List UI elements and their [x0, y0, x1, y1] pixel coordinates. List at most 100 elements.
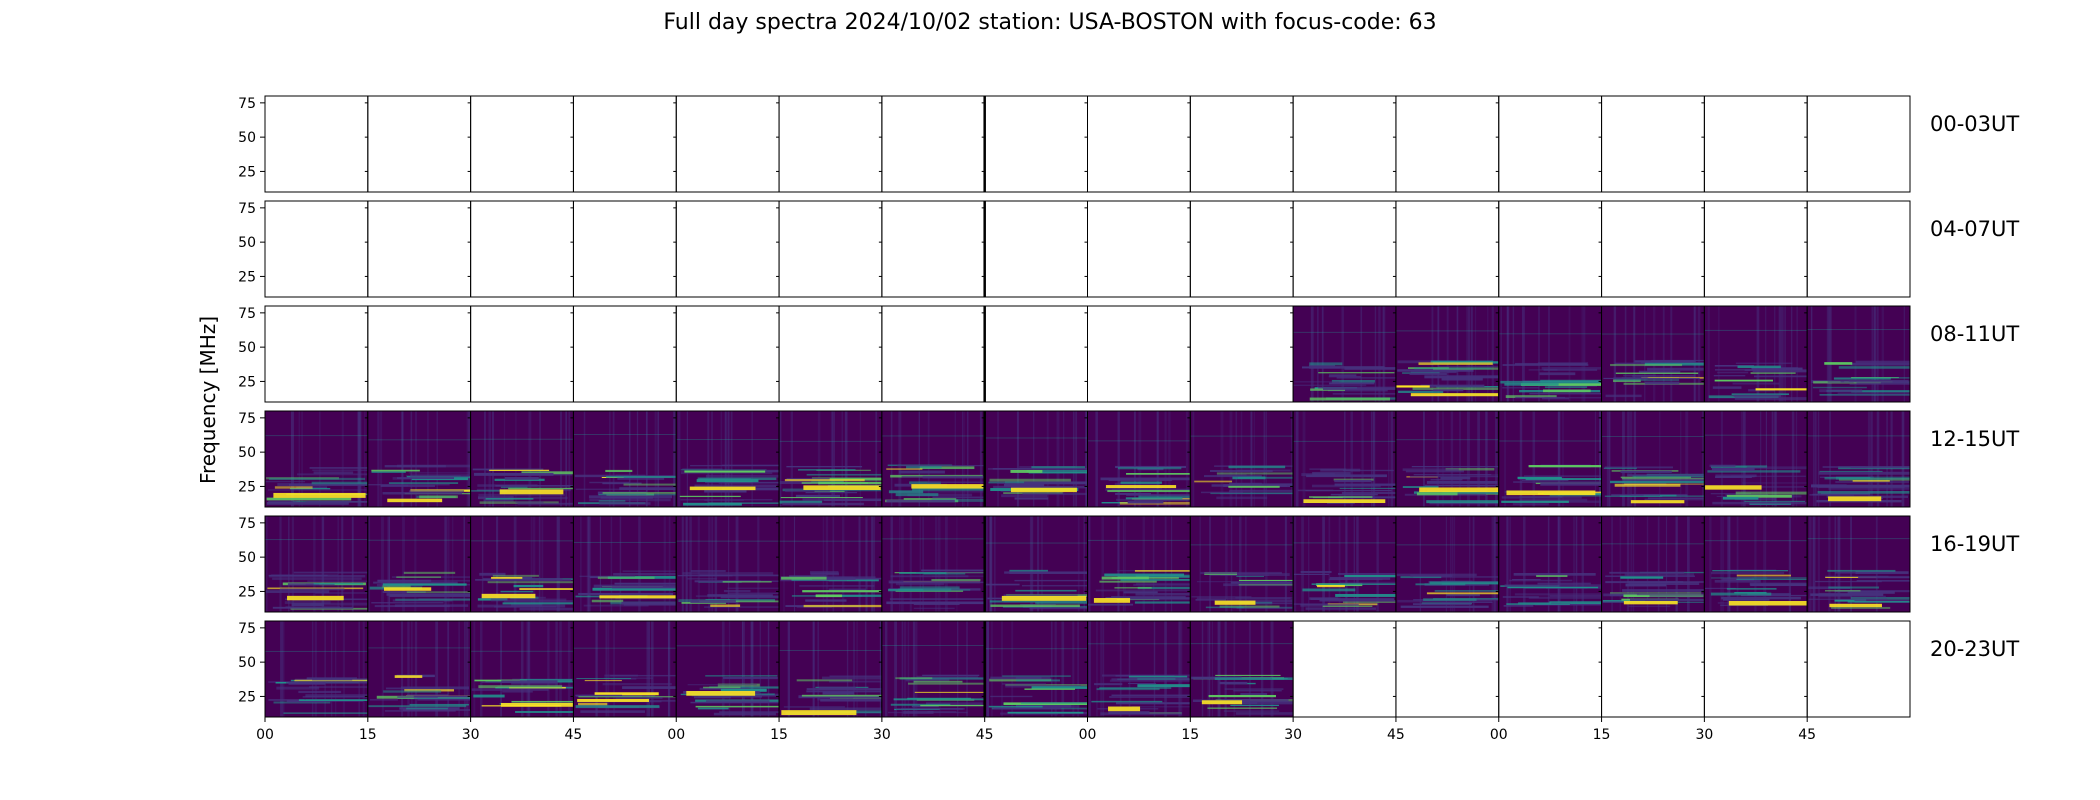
panel-r0-c0: [264, 95, 369, 193]
spectrum-heatmap: [1807, 306, 1910, 402]
panel-r5-c12: [1495, 620, 1603, 718]
x-tick-label: 15: [1181, 727, 1199, 743]
row-label: 08-11UT: [1930, 322, 2019, 346]
x-tick-label: 45: [1387, 727, 1405, 743]
panel-r5-c4: [673, 620, 780, 718]
panel-r1-c11: [1392, 200, 1500, 298]
panel-r2-c6: [878, 305, 986, 403]
y-tick-label: 75: [238, 621, 256, 637]
panel-r2-c12: [1495, 305, 1603, 403]
panel-r2-c5: [776, 305, 883, 403]
panel-r4-c5: [776, 515, 883, 613]
spectrum-heatmap: [676, 411, 780, 507]
panel-r5-c11: [1392, 620, 1500, 718]
panel-r2-c8: [1084, 305, 1191, 403]
panel-r4-c12: [1495, 515, 1603, 613]
panel-r1-c3: [570, 200, 677, 298]
panel-r2-c2: [467, 305, 574, 403]
panel-r3-c7: [981, 410, 1088, 508]
panel-r4-c3: [570, 515, 677, 613]
y-tick-label: 25: [238, 479, 256, 495]
panel-r1-c15: [1804, 200, 1911, 298]
panel-r4-c1: [364, 515, 472, 613]
panel-r2-c4: [673, 305, 780, 403]
panel-r5-c7: [981, 620, 1088, 718]
panel-r2-c3: [570, 305, 677, 403]
x-tick-label: 00: [1490, 727, 1508, 743]
spectrum-heatmap: [1190, 516, 1294, 612]
y-tick-label: 75: [238, 96, 256, 112]
panel-r0-c7: [981, 95, 1088, 193]
panel-r0-c6: [878, 95, 986, 193]
x-tick-label: 15: [1593, 727, 1611, 743]
panel-r3-c12: [1495, 410, 1603, 508]
x-tick-label: 30: [1695, 727, 1713, 743]
y-tick-label: 75: [238, 201, 256, 217]
panel-r1-c7: [981, 200, 1088, 298]
panel-r1-c5: [776, 200, 883, 298]
panel-r5-c6: [878, 620, 986, 718]
chart-title: Full day spectra 2024/10/02 station: USA…: [663, 10, 1437, 35]
spectrum-heatmap: [1293, 306, 1396, 402]
panel-r1-c10: [1290, 200, 1397, 298]
panel-r4-c4: [673, 515, 780, 613]
panel-r0-c14: [1701, 95, 1808, 193]
panel-r3-c15: [1804, 410, 1911, 508]
x-tick-label: 00: [256, 727, 274, 743]
panel-r5-c3: [570, 620, 677, 718]
row-label: 04-07UT: [1930, 217, 2019, 241]
spectrum-heatmap: [1807, 411, 1910, 507]
panel-r0-c15: [1804, 95, 1911, 193]
panel-r0-c13: [1598, 95, 1705, 193]
panel-r2-c1: [364, 305, 472, 403]
panel-r5-c8: [1084, 620, 1191, 718]
panel-r3-c10: [1290, 410, 1397, 508]
panel-r4-c2: [467, 515, 574, 613]
panel-r1-c4: [673, 200, 780, 298]
spectrum-heatmap: [1704, 411, 1808, 507]
panel-r0-c4: [673, 95, 780, 193]
panel-r1-c1: [364, 200, 472, 298]
y-tick-label: 75: [238, 306, 256, 322]
panel-r2-c11: [1392, 305, 1500, 403]
spectrum-heatmap: [984, 621, 1088, 717]
panel-r1-c2: [467, 200, 574, 298]
panel-r1-c8: [1084, 200, 1191, 298]
panel-r3-c6: [878, 410, 986, 508]
panel-r4-c14: [1701, 515, 1808, 613]
panel-r1-c13: [1598, 200, 1705, 298]
y-tick-label: 25: [238, 584, 256, 600]
y-tick-label: 50: [238, 550, 256, 566]
x-tick-label: 45: [565, 727, 583, 743]
panel-r3-c2: [467, 410, 574, 508]
x-tick-label: 00: [667, 727, 685, 743]
panel-r3-c8: [1084, 410, 1191, 508]
row-label: 12-15UT: [1930, 427, 2019, 451]
spectrum-heatmap: [881, 621, 985, 717]
panel-r4-c10: [1290, 515, 1397, 613]
panel-r1-c6: [878, 200, 986, 298]
panel-r4-c13: [1598, 515, 1705, 613]
y-tick-label: 75: [238, 411, 256, 427]
panel-r2-c14: [1701, 305, 1808, 403]
panel-r0-c9: [1187, 95, 1294, 193]
panel-r3-c5: [776, 410, 883, 508]
spectrum-heatmap: [265, 411, 368, 507]
x-tick-label: 15: [770, 727, 788, 743]
y-tick-label: 50: [238, 130, 256, 146]
panel-r3-c4: [673, 410, 780, 508]
panel-r4-c15: [1804, 515, 1911, 613]
x-tick-label: 30: [873, 727, 891, 743]
panel-r0-c12: [1495, 95, 1603, 193]
panel-r0-c5: [776, 95, 883, 193]
panel-r5-c15: [1804, 620, 1911, 718]
panel-r4-c7: [981, 515, 1088, 613]
spectrum-heatmap: [881, 516, 985, 612]
panel-r2-c9: [1187, 305, 1294, 403]
panel-r0-c2: [467, 95, 574, 193]
y-tick-label: 50: [238, 655, 256, 671]
panel-r1-c9: [1187, 200, 1294, 298]
panel-r5-c13: [1598, 620, 1705, 718]
x-tick-label: 45: [976, 727, 994, 743]
